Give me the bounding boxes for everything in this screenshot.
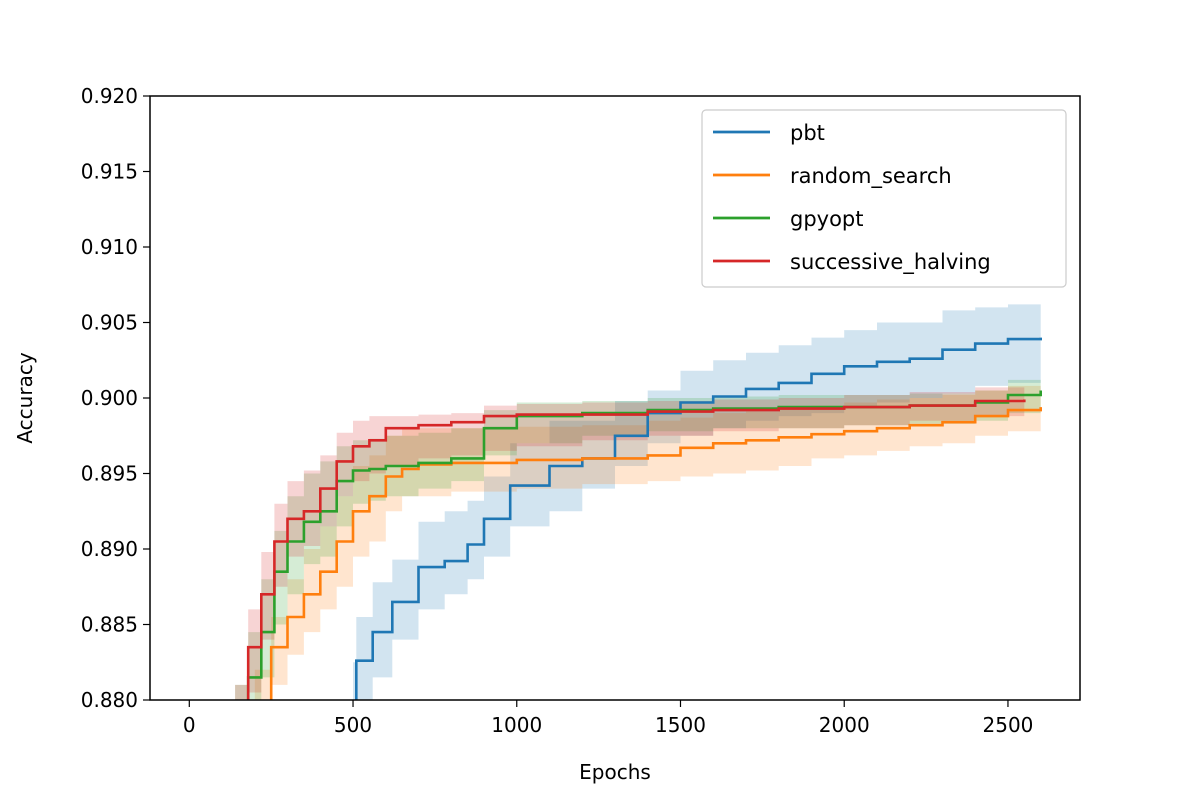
x-tick-label: 1500 xyxy=(655,713,706,737)
x-tick-label: 1000 xyxy=(491,713,542,737)
band-successive_halving xyxy=(235,385,1025,700)
y-tick-label: 0.905 xyxy=(81,311,138,335)
y-tick-label: 0.885 xyxy=(81,613,138,637)
x-tick-label: 2000 xyxy=(819,713,870,737)
y-tick-label: 0.880 xyxy=(81,688,138,712)
series-lines xyxy=(246,337,1042,700)
legend-label-random_search: random_search xyxy=(790,164,952,189)
band-gpyopt xyxy=(235,375,1041,700)
y-tick-label: 0.890 xyxy=(81,537,138,561)
band-pbt xyxy=(353,304,1041,700)
line-pbt xyxy=(355,337,1042,700)
x-tick-label: 0 xyxy=(183,713,196,737)
x-tick-label: 500 xyxy=(334,713,372,737)
line-random_search xyxy=(269,407,1042,700)
legend-box xyxy=(701,109,1067,288)
y-tick-label: 0.920 xyxy=(81,84,138,108)
y-tick-label: 0.915 xyxy=(81,160,138,184)
y-tick-label: 0.910 xyxy=(81,235,138,259)
line-successive_halving xyxy=(246,399,1026,700)
y-axis-label: Accuracy xyxy=(13,352,37,443)
x-axis-label: Epochs xyxy=(579,760,651,784)
legend-label-pbt: pbt xyxy=(790,121,825,145)
y-tick-label: 0.895 xyxy=(81,462,138,486)
x-tick-label: 2500 xyxy=(983,713,1034,737)
legend-label-successive_halving: successive_halving xyxy=(790,250,991,275)
y-tick-label: 0.900 xyxy=(81,386,138,410)
y-axis-ticks: 0.880 0.885 0.890 0.895 0.900 0.905 0.910 0.915… xyxy=(81,84,150,712)
legend-label-gpyopt: gpyopt xyxy=(790,207,864,231)
x-axis-ticks: 0 500 1000 1500 2000 2500 xyxy=(183,700,1033,737)
